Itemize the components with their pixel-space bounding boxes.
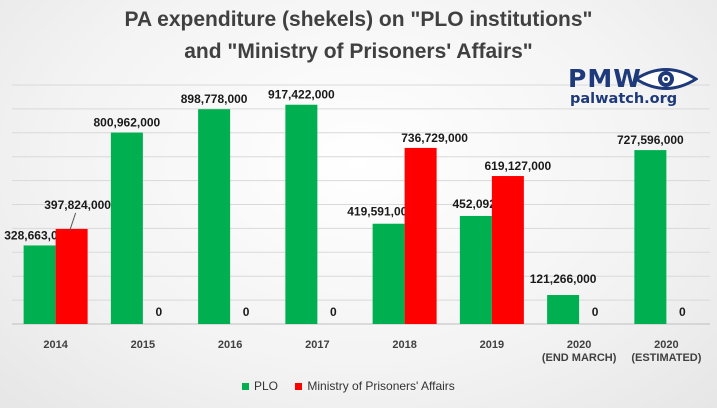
data-label-prisoners-6: 0 xyxy=(592,305,599,319)
data-label-plo-6: 121,266,000 xyxy=(530,272,597,286)
leader-line xyxy=(69,212,77,232)
x-tick-label-0: 2014 xyxy=(43,339,68,351)
bar-plo-2 xyxy=(198,109,231,325)
logo-brand: PMW xyxy=(568,64,642,93)
data-label-prisoners-2: 0 xyxy=(243,305,250,319)
x-tick-label-3: 2017 xyxy=(305,339,329,351)
data-label-prisoners-3: 0 xyxy=(330,305,337,319)
bar-prisoners-5 xyxy=(491,176,524,324)
logo-url: palwatch.org xyxy=(570,91,678,107)
x-tick-label-5: 2019 xyxy=(480,339,504,351)
bar-plo-5 xyxy=(459,215,492,324)
legend-item-prisoners: Ministry of Prisoners' Affairs xyxy=(295,378,455,394)
bar-plo-7 xyxy=(634,150,667,324)
bar-prisoners-0 xyxy=(55,228,88,324)
data-label-plo-0: 328,663,000 xyxy=(4,228,71,242)
bar-plo-3 xyxy=(285,104,318,324)
data-label-prisoners-7: 0 xyxy=(679,305,686,319)
bar-prisoners-4 xyxy=(404,147,437,324)
x-tick-label-4: 2018 xyxy=(392,339,416,351)
legend-item-plo: PLO xyxy=(242,378,278,393)
x-tick-label-6: (END MARCH) xyxy=(542,352,617,364)
data-label-plo-2: 898,778,000 xyxy=(181,92,248,106)
data-label-plo-7: 727,596,000 xyxy=(617,133,684,147)
bar-plo-0 xyxy=(23,245,56,324)
legend-label-plo: PLO xyxy=(254,379,279,394)
pmw-logo: PMW palwatch.org xyxy=(566,64,702,112)
chart-title-line-1: PA expenditure (shekels) on "PLO institu… xyxy=(124,8,593,31)
eye-icon xyxy=(634,68,698,90)
data-label-prisoners-5: 619,127,000 xyxy=(485,159,552,173)
x-tick-label-1: 2015 xyxy=(131,339,155,351)
data-label-prisoners-0: 397,824,000 xyxy=(44,198,111,212)
bar-plo-6 xyxy=(547,295,580,324)
bar-plo-4 xyxy=(372,223,405,324)
data-label-prisoners-1: 0 xyxy=(156,305,163,319)
legend-swatch-plo xyxy=(242,382,249,390)
x-tick-label-7: 2020 xyxy=(654,339,678,351)
x-tick-label-2: 2016 xyxy=(218,339,242,351)
x-tick-label-7: (ESTIMATED) xyxy=(631,352,701,364)
chart-title-line-2: and "Ministry of Prisoners' Affairs" xyxy=(184,40,533,63)
chart-legend: PLO Ministry of Prisoners' Affairs xyxy=(242,378,469,393)
legend-swatch-prisoners xyxy=(295,382,303,390)
legend-label-prisoners: Ministry of Prisoners' Affairs xyxy=(307,379,455,394)
data-label-plo-4: 419,591,000 xyxy=(347,205,414,219)
data-label-prisoners-4: 736,729,000 xyxy=(401,131,468,145)
bar-plo-1 xyxy=(110,132,143,324)
x-tick-label-6: 2020 xyxy=(567,339,591,351)
data-label-plo-1: 800,962,000 xyxy=(94,116,161,130)
data-label-plo-3: 917,422,000 xyxy=(268,88,335,102)
